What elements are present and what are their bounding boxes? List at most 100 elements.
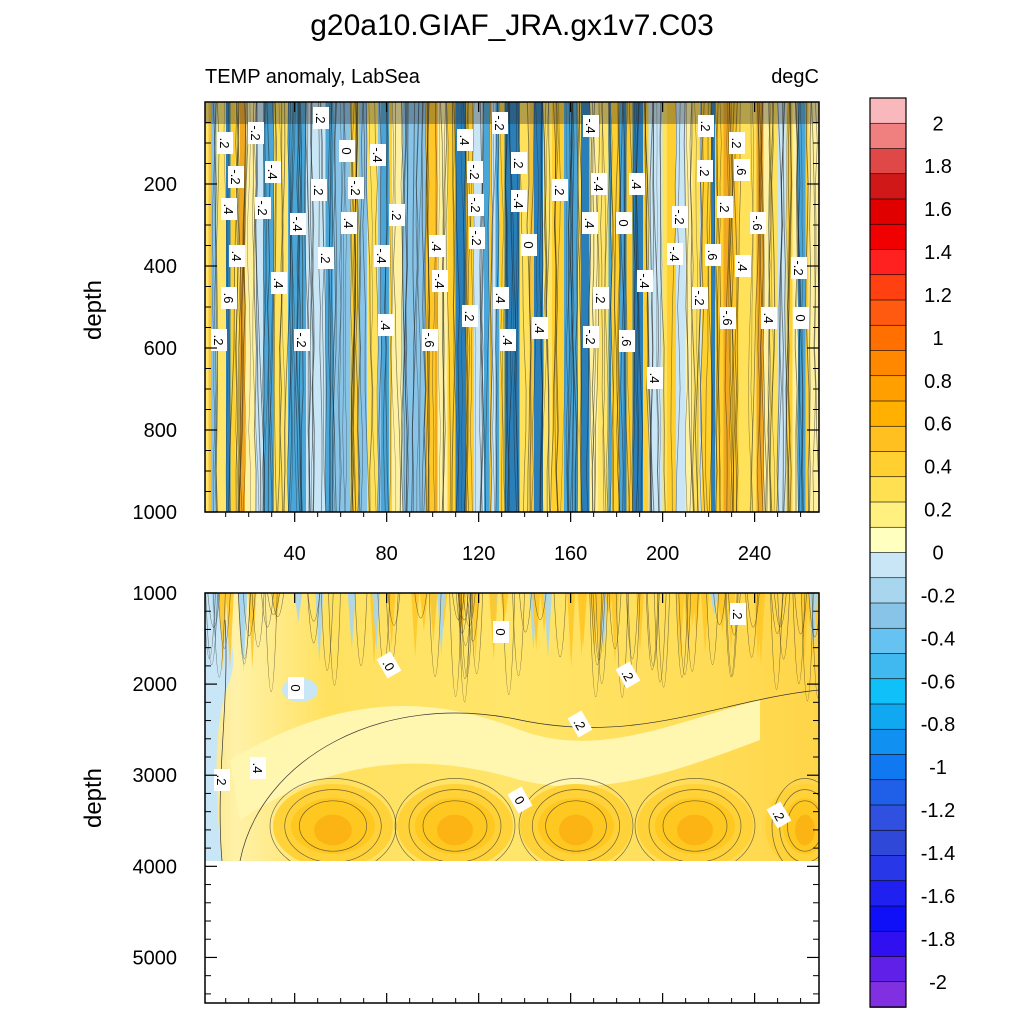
lower-top-spike — [225, 593, 234, 670]
lower-top-spike — [610, 593, 619, 664]
upper-contour-line — [288, 102, 293, 512]
upper-contour-label-text: .2 — [211, 335, 226, 346]
upper-contour-label-text: .2 — [698, 121, 713, 132]
lower-top-spike — [595, 593, 604, 663]
upper-contour-label: .2 — [217, 132, 233, 154]
lower-contour-line — [428, 593, 442, 677]
upper-contour-label: .4 — [493, 287, 509, 309]
lower-contour-line — [808, 593, 819, 638]
upper-contour-label-text: -.4 — [637, 273, 652, 288]
colorbar-swatch — [869, 526, 907, 554]
upper-contour-line — [291, 102, 298, 512]
upper-contour-line — [308, 102, 313, 512]
lower-contour-label: .2 — [214, 769, 230, 791]
colorbar-label: -0.8 — [921, 714, 955, 736]
lower-top-spike — [489, 593, 498, 648]
lower-top-spike — [500, 593, 509, 623]
colorbar-swatch — [869, 375, 907, 402]
upper-contour-label: .4 — [761, 307, 777, 329]
upper-axis-ticks: 200 400 600 800 1000 40 80 120 160 200 240 — [133, 102, 819, 565]
upper-contour-line — [286, 102, 294, 512]
upper-contour-line — [769, 102, 776, 512]
upper-contour-line — [507, 102, 514, 512]
upper-contour-line — [675, 102, 682, 512]
colorbar-swatch — [869, 880, 907, 907]
upper-contour-line — [541, 102, 549, 512]
upper-contour-line — [374, 102, 379, 512]
upper-contour-line — [566, 102, 571, 512]
upper-contour-line — [479, 102, 485, 512]
upper-contour-line — [378, 102, 383, 512]
lower-axis-ticks: 1000 2000 3000 4000 5000 — [133, 583, 819, 1003]
colorbar-swatch — [869, 400, 907, 428]
colorbar-swatch — [869, 350, 907, 377]
colorbar-swatch — [869, 299, 907, 327]
upper-contour-label-text: .4 — [429, 241, 444, 252]
upper-contour-line — [624, 102, 631, 512]
lower-contour-label-text: .2 — [214, 775, 229, 786]
upper-contour-line — [610, 102, 616, 512]
upper-contour-label: -.4 — [511, 190, 527, 212]
lower-panel-frame — [204, 592, 820, 1004]
upper-contour-line — [425, 102, 431, 512]
upper-contour-label-text: -.2 — [294, 332, 309, 347]
upper-contour-label-text: -.4 — [290, 216, 305, 231]
colorbar-label: -1.8 — [921, 929, 955, 951]
lower-contour-label-text: 0 — [288, 684, 303, 691]
upper-contour-label-text: .4 — [761, 313, 776, 324]
lower-contour-ring — [284, 789, 382, 861]
upper-contour-label-text: 0 — [793, 314, 808, 321]
upper-contour-label: .2 — [311, 179, 327, 201]
upper-xtick-label: 80 — [376, 543, 398, 565]
lower-contour-ring — [771, 778, 819, 861]
lower-contour-ring — [787, 800, 819, 852]
lower-contour-line — [205, 593, 218, 665]
colorbar-swatch — [869, 173, 907, 200]
upper-contour-label: -.4 — [370, 144, 386, 166]
lower-contour-label-text: .4 — [250, 763, 265, 774]
lower-contour-label-text: .2 — [730, 609, 745, 620]
upper-contour-label: .2 — [698, 115, 714, 137]
upper-contour-line — [439, 102, 446, 512]
upper-contour-label: -.2 — [672, 206, 688, 228]
lower-contour-ring — [299, 800, 367, 852]
upper-contour-line — [554, 102, 559, 512]
upper-contour-line — [318, 102, 323, 512]
upper-contour-label: .2 — [389, 204, 405, 226]
lower-contour-line — [657, 593, 670, 688]
upper-contour-line — [616, 102, 621, 512]
upper-contour-label: .4 — [532, 317, 548, 339]
upper-contour-label: -.2 — [348, 177, 364, 199]
lower-contour-line — [213, 593, 226, 678]
lower-contour-line — [746, 593, 760, 628]
upper-contour-line — [796, 102, 802, 512]
upper-contour-label-text: .2 — [511, 158, 526, 169]
upper-contour-line — [553, 102, 559, 512]
lower-contour-line — [219, 619, 227, 861]
upper-contour-label: .6 — [619, 330, 635, 352]
lower-top-spike — [710, 593, 719, 615]
upper-contour-label-text: -.2 — [348, 180, 363, 195]
colorbar-swatch — [869, 728, 907, 756]
upper-contour-label: .2 — [462, 305, 478, 327]
upper-contour-label-text: -.6 — [720, 310, 735, 325]
upper-contour-line — [617, 102, 630, 512]
upper-contour-label-text: .4 — [341, 218, 356, 229]
lower-top-spike — [683, 593, 692, 649]
upper-contour-line — [760, 102, 767, 512]
upper-contour-label: .4 — [647, 367, 663, 389]
upper-contour-label-text: -.4 — [265, 164, 280, 179]
upper-contour-line — [339, 102, 343, 512]
upper-contour-line — [400, 102, 407, 512]
upper-contour-line — [389, 102, 394, 512]
upper-contour-line — [805, 102, 811, 512]
upper-contour-line — [239, 102, 248, 512]
lower-warm-core — [314, 814, 352, 846]
upper-contour-line — [354, 102, 363, 512]
upper-contour-line — [576, 102, 583, 512]
upper-contour-label-text: .4 — [457, 135, 472, 146]
lower-contour-ring — [545, 800, 607, 852]
lower-top-spike — [543, 593, 552, 658]
lower-contour-ring — [408, 789, 502, 861]
lower-contour-line — [387, 593, 401, 626]
